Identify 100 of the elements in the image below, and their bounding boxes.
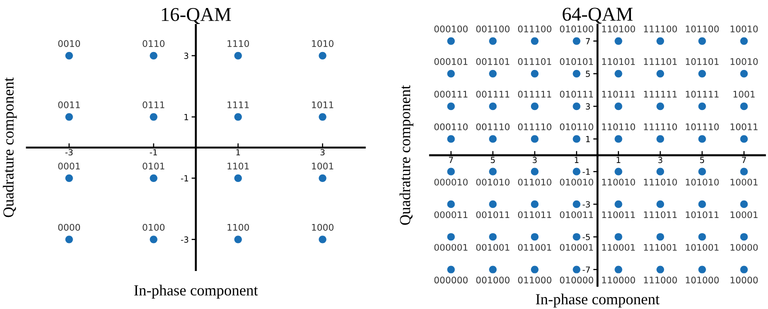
x-axis-title: In-phase component <box>134 284 258 299</box>
annotation: 10000 <box>730 276 758 284</box>
x-tick-label: 1 <box>574 156 578 163</box>
annotation: 110111 <box>602 90 635 98</box>
annotation: 101011 <box>686 211 719 218</box>
annotation: 1000 <box>312 224 334 231</box>
annotation: 111100 <box>644 26 677 32</box>
point <box>150 113 158 121</box>
annotation: 001000 <box>476 276 510 284</box>
annotation: 111010 <box>644 178 677 186</box>
annotation: 011010 <box>518 178 552 186</box>
annotation: 111011 <box>644 211 677 218</box>
annotation: 011111 <box>518 90 552 98</box>
annotation: 000101 <box>434 58 468 65</box>
annotation: 0111 <box>142 101 164 108</box>
annotation: 000011 <box>434 211 468 218</box>
annotation: 010110 <box>560 123 594 130</box>
annotation: 110100 <box>602 26 636 32</box>
annotation: 011101 <box>518 58 552 65</box>
annotation: 011011 <box>518 211 552 218</box>
annotation: 0110 <box>142 40 164 47</box>
y-tick-label: 7 <box>586 38 590 44</box>
point <box>65 113 73 121</box>
y-tick-label: 1 <box>586 136 590 142</box>
annotation: 1001 <box>734 90 755 98</box>
annotation: 0010 <box>58 40 80 47</box>
annotation: 000000 <box>434 276 468 284</box>
y-axis-title: Quadrature component <box>399 85 414 225</box>
x-tick-label: 1 <box>236 149 240 156</box>
x-tick-label: 3 <box>658 156 662 164</box>
y-tick-label: 3 <box>184 52 188 59</box>
annotation: 111000 <box>644 276 677 284</box>
annotation: 101111 <box>686 90 719 98</box>
y-tick-label: -1 <box>582 168 590 175</box>
annotation: 1111 <box>228 102 249 108</box>
point <box>234 113 242 121</box>
x-tick-label: 3 <box>320 149 325 156</box>
annotation: 0001 <box>58 162 80 170</box>
x-tick-label: 5 <box>700 156 704 164</box>
annotation: 101000 <box>686 276 719 284</box>
chart-title: 16-QAM <box>162 8 231 24</box>
annotation: 1100 <box>228 224 249 231</box>
point <box>150 236 158 244</box>
annotation: 110010 <box>602 178 636 186</box>
annotation: 1101 <box>228 162 249 170</box>
annotation: 10000 <box>730 244 758 251</box>
annotation: 010100 <box>560 26 594 32</box>
point <box>65 52 73 60</box>
annotation: 101100 <box>686 26 719 32</box>
annotation: 111111 <box>644 90 677 98</box>
y-tick-label: 5 <box>586 70 590 77</box>
point <box>234 236 242 244</box>
chart-title: 64-QAM <box>562 8 633 24</box>
point <box>318 174 326 182</box>
annotation: 010010 <box>560 178 594 186</box>
annotation: 011100 <box>518 26 552 32</box>
annotation: 10011 <box>730 123 758 130</box>
annotation: 000001 <box>434 244 468 251</box>
x-tick-label: 7 <box>742 156 746 163</box>
annotation: 110101 <box>602 58 635 65</box>
annotation: 1110 <box>228 40 249 47</box>
annotation: 0011 <box>58 101 80 108</box>
annotation: 10010 <box>730 58 758 65</box>
annotation: 010111 <box>560 90 593 98</box>
annotation: 000010 <box>434 178 468 186</box>
annotation: 010011 <box>560 211 593 218</box>
annotation: 0100 <box>142 224 164 231</box>
y-tick-label: -7 <box>582 266 590 273</box>
point <box>318 236 326 244</box>
point <box>234 174 242 182</box>
x-tick-label: 3 <box>532 156 537 164</box>
annotation: 10010 <box>730 26 758 32</box>
annotation: 111101 <box>644 58 677 65</box>
annotation: 10001 <box>730 211 758 218</box>
annotation: 000110 <box>434 123 468 130</box>
annotation: 001111 <box>476 90 510 98</box>
annotation: 001010 <box>476 178 510 186</box>
y-axis-title: Quadrature component <box>2 77 17 218</box>
annotation: 1011 <box>312 101 334 108</box>
annotation: 001101 <box>476 58 510 65</box>
annotation: 101101 <box>686 58 719 65</box>
annotation: 111110 <box>644 123 677 130</box>
x-tick-label: 5 <box>490 156 495 164</box>
annotation: 001100 <box>476 26 510 32</box>
annotation: 10001 <box>730 178 758 186</box>
annotation: 0000 <box>58 224 80 231</box>
y-tick-label: -3 <box>582 201 590 208</box>
annotation: 001001 <box>476 244 510 251</box>
x-tick-label: -3 <box>65 149 73 156</box>
annotation: 110000 <box>602 276 636 284</box>
annotation: 011110 <box>518 123 552 130</box>
point <box>65 236 73 244</box>
annotation: 011000 <box>518 276 552 284</box>
annotation: 110001 <box>602 244 635 251</box>
point <box>65 174 73 182</box>
point <box>234 52 242 60</box>
annotation: 010000 <box>560 276 594 284</box>
point <box>318 52 326 60</box>
annotation: 010001 <box>560 244 593 251</box>
x-tick-label: 1 <box>616 156 620 163</box>
